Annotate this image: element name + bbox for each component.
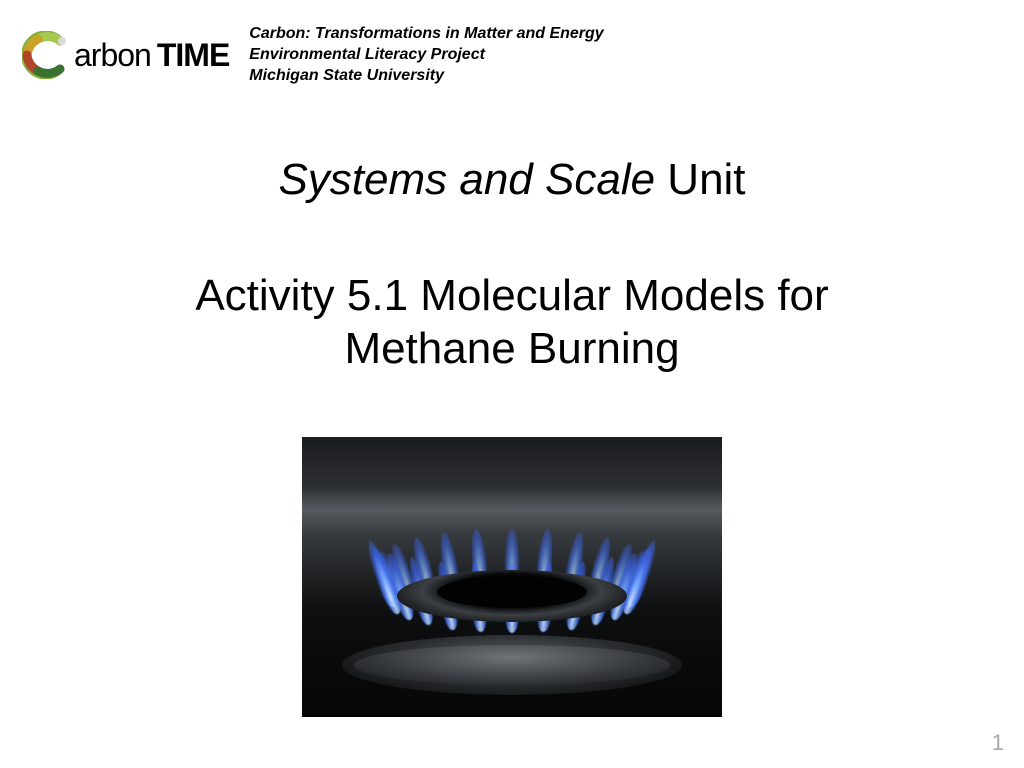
header-row: arbonTIME Carbon: Transformations in Mat… [22, 24, 604, 86]
burner-cap [397, 570, 627, 622]
gas-burner-image [302, 437, 722, 717]
unit-title-rest: Unit [655, 155, 745, 204]
logo-c-icon [22, 31, 70, 79]
logo-text-time: TIME [157, 37, 229, 73]
unit-title-italic: Systems and Scale [278, 155, 655, 204]
activity-title-line-1: Activity 5.1 Molecular Models for [0, 270, 1024, 323]
header-line-3: Michigan State University [249, 66, 603, 87]
unit-title: Systems and Scale Unit [0, 155, 1024, 205]
activity-title-line-2: Methane Burning [0, 323, 1024, 376]
header-attribution: Carbon: Transformations in Matter and En… [249, 24, 603, 86]
logo-text-arbon: arbon [74, 37, 151, 73]
header-line-2: Environmental Literacy Project [249, 45, 603, 66]
page-number: 1 [992, 730, 1004, 756]
burner-base [342, 635, 682, 695]
carbon-time-logo: arbonTIME [22, 31, 229, 79]
header-line-1: Carbon: Transformations in Matter and En… [249, 24, 603, 45]
activity-title: Activity 5.1 Molecular Models for Methan… [0, 270, 1024, 376]
title-block: Systems and Scale Unit Activity 5.1 Mole… [0, 155, 1024, 376]
logo-text: arbonTIME [74, 37, 229, 74]
